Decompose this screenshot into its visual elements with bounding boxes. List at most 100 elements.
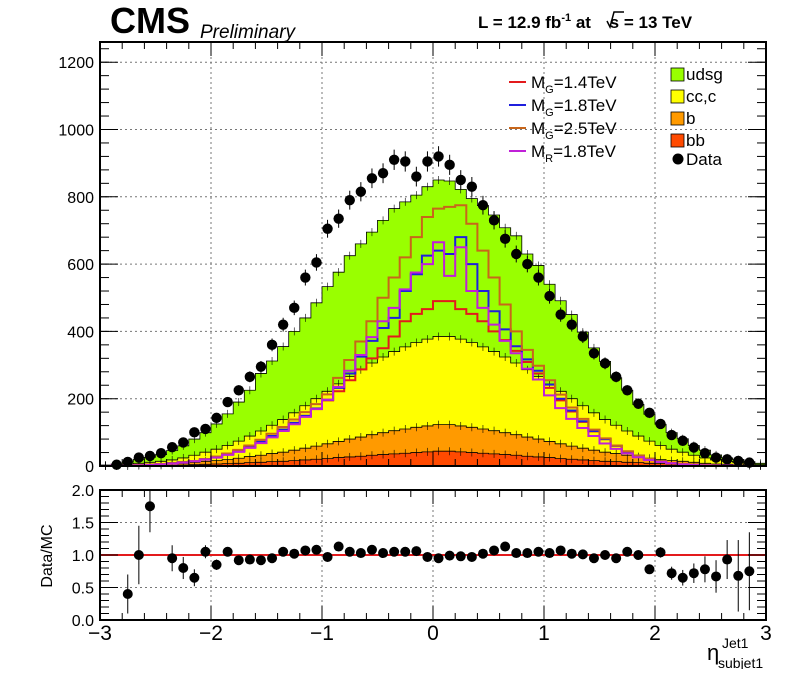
legend-data-label: Data xyxy=(686,150,722,169)
x-tick-label: 3 xyxy=(760,622,772,645)
data-point xyxy=(666,429,677,441)
data-point xyxy=(622,385,633,396)
data-point xyxy=(255,361,267,372)
x-tick-labels: −3 −2 −1 0 1 2 3 xyxy=(88,622,772,645)
data-point xyxy=(511,248,522,260)
x-axis-title-main: η xyxy=(707,640,719,665)
main-plot: 0 200 400 600 800 1000 1200 xyxy=(58,41,767,476)
ratio-point xyxy=(600,550,611,560)
ratio-y-axis-label: Data/MC xyxy=(39,524,56,587)
ratio-point xyxy=(300,545,311,556)
data-point xyxy=(455,174,466,186)
preliminary-label: Preliminary xyxy=(200,22,297,43)
legend-bg-entry: b xyxy=(670,109,695,128)
ratio-ticks xyxy=(99,489,767,621)
ratio-y-tick-label: 0.5 xyxy=(72,581,94,598)
legend-bg-label: bb xyxy=(686,131,705,150)
data-point xyxy=(355,186,367,197)
legend-signal-pre: M xyxy=(531,73,545,92)
main-y-tick-label: 800 xyxy=(67,190,94,207)
ratio-point xyxy=(466,551,477,562)
ratio-point xyxy=(622,546,633,557)
ratio-point xyxy=(267,553,278,564)
ratio-point xyxy=(455,551,466,562)
data-point xyxy=(721,454,733,465)
ratio-point xyxy=(200,546,211,557)
legend-signal-entry: MG=1.8TeV xyxy=(509,96,617,119)
main-y-tick-label: 1200 xyxy=(58,55,94,72)
ratio-point xyxy=(278,546,289,557)
ratio-y-tick-label: 1.5 xyxy=(72,516,94,533)
x-axis-title-sup: Jet1 xyxy=(722,635,749,651)
legend-data-marker xyxy=(672,153,684,165)
ratio-point xyxy=(222,546,233,557)
sqrt-s-label: s xyxy=(610,13,619,32)
lumi-label: L = 12.9 fb-1 at s = 13 TeV xyxy=(478,11,693,32)
legend-signal-sub: G xyxy=(545,107,554,119)
data-point xyxy=(122,456,133,468)
energy-label: = 13 TeV xyxy=(619,13,693,32)
ratio-point xyxy=(489,545,500,556)
data-point xyxy=(300,272,311,283)
ratio-point xyxy=(422,551,433,562)
lumi-exponent: -1 xyxy=(561,12,571,24)
data-point xyxy=(411,171,422,182)
data-point xyxy=(233,385,244,396)
data-point xyxy=(277,319,289,330)
ratio-point xyxy=(633,550,644,560)
ratio-point xyxy=(289,548,300,559)
sqrt-symbol xyxy=(606,11,624,30)
main-y-tick-label: 1000 xyxy=(58,122,94,139)
legend-bg-entry: bb xyxy=(670,131,705,150)
ratio-point xyxy=(366,544,377,555)
ratio-point xyxy=(588,553,599,564)
legend-signal-sub: R xyxy=(545,153,553,165)
data-point xyxy=(488,215,500,226)
ratio-point xyxy=(533,546,544,557)
ratio-point xyxy=(522,548,533,559)
data-point xyxy=(200,423,211,435)
main-ticks xyxy=(99,42,767,467)
x-tick-label: 0 xyxy=(427,622,439,645)
legend-bg-label: udsg xyxy=(686,65,723,84)
legend-bg-entry: cc,c xyxy=(670,87,717,106)
data-point xyxy=(244,371,256,383)
ratio-point xyxy=(389,546,400,557)
legend-signal-post: =1.8TeV xyxy=(553,142,617,161)
ratio-point xyxy=(344,546,355,557)
legend-data-entry: Data xyxy=(672,150,722,169)
ratio-point xyxy=(744,566,755,577)
legend-signal-entry: MG=2.5TeV xyxy=(509,119,617,142)
ratio-point xyxy=(577,549,588,560)
legend-signal-label: MG=1.8TeV xyxy=(531,96,617,119)
legend-signal-post: =2.5TeV xyxy=(554,119,618,138)
data-point xyxy=(178,437,189,448)
data-point xyxy=(522,258,533,270)
ratio-point xyxy=(544,548,555,559)
ratio-point xyxy=(133,550,144,560)
legend-signal-pre: M xyxy=(531,142,545,161)
ratio-point xyxy=(311,544,322,555)
ratio-point xyxy=(144,501,155,512)
data-point xyxy=(733,455,744,467)
legend-bg-swatch xyxy=(670,67,685,82)
ratio-point xyxy=(666,568,677,579)
data-point xyxy=(699,448,711,459)
ratio-point xyxy=(511,548,522,559)
ratio-point xyxy=(477,548,488,559)
ratio-point xyxy=(699,564,710,575)
x-tick-label: −2 xyxy=(199,622,223,645)
legend-signal-sub: G xyxy=(545,130,554,142)
legend-signal-entry: MG=1.4TeV xyxy=(509,73,617,96)
ratio-point xyxy=(555,545,566,556)
legend-signal-entry: MR=1.8TeV xyxy=(509,142,617,165)
ratio-point xyxy=(255,555,266,566)
data-point xyxy=(588,348,600,359)
ratio-point xyxy=(566,548,577,559)
ratio-point xyxy=(411,546,422,557)
data-point xyxy=(610,371,622,383)
data-point xyxy=(599,358,611,369)
data-point xyxy=(211,412,222,424)
ratio-plot: 0.0 0.5 1.0 1.5 2.0 −3 −2 −1 0 1 2 3 Data/MC xyxy=(39,483,772,645)
